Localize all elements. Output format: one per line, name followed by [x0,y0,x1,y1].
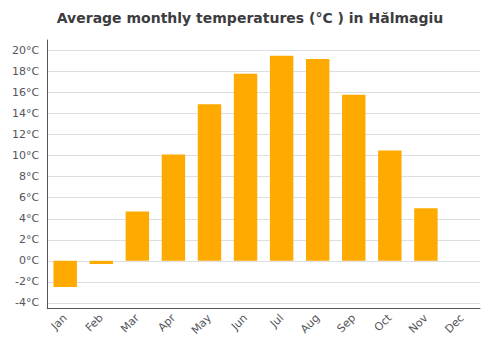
svg-text:Mar: Mar [118,311,142,335]
svg-text:2°C: 2°C [19,233,39,246]
svg-text:-2°C: -2°C [15,275,39,288]
svg-text:8°C: 8°C [19,170,39,183]
svg-text:Jun: Jun [228,312,250,334]
svg-text:16°C: 16°C [12,86,39,99]
svg-text:4°C: 4°C [19,212,39,225]
svg-text:Feb: Feb [83,312,106,335]
svg-text:12°C: 12°C [12,128,39,141]
svg-text:10°C: 10°C [12,149,39,162]
svg-text:14°C: 14°C [12,107,39,120]
svg-text:-4°C: -4°C [15,296,39,309]
svg-text:0°C: 0°C [19,254,39,267]
svg-text:Nov: Nov [406,311,431,336]
svg-text:18°C: 18°C [12,65,39,78]
svg-text:Sep: Sep [335,312,359,336]
svg-text:Aug: Aug [298,312,322,336]
svg-text:Oct: Oct [372,311,395,334]
svg-text:Average monthly temperatures (: Average monthly temperatures (°C ) in Hă… [57,10,443,26]
svg-text:Apr: Apr [155,311,178,334]
svg-text:Jan: Jan [48,312,70,334]
svg-text:May: May [189,311,215,337]
svg-text:Jul: Jul [267,312,286,331]
svg-text:6°C: 6°C [19,191,39,204]
svg-text:20°C: 20°C [12,44,39,57]
svg-text:Dec: Dec [442,312,466,336]
